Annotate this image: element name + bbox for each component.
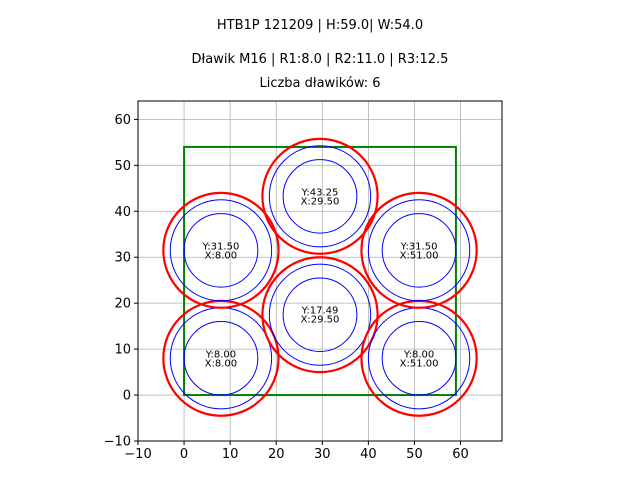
enclosure-box xyxy=(183,145,457,397)
gland-2-middle-circle xyxy=(268,263,372,366)
gland-5-label-y: Y:43.25 xyxy=(301,187,339,198)
title-line-2: Dławik M16 | R1:8.0 | R2:11.0 | R3:12.5 xyxy=(191,52,449,67)
gland-4-label-x: X:8.00 xyxy=(205,250,238,261)
gland-6-inner-circle xyxy=(381,213,457,288)
gland-3-inner-circle xyxy=(381,321,457,396)
y-tick-label: 50 xyxy=(114,159,131,174)
y-tick-label: 10 xyxy=(114,343,131,358)
gland-1-label-x: X:8.00 xyxy=(205,358,238,369)
y-tick-label: 60 xyxy=(114,113,131,128)
gland-6-label-y: Y:31.50 xyxy=(400,241,438,252)
gland-6-outer-circle xyxy=(360,191,478,309)
gland-4-outer-circle xyxy=(162,191,280,309)
x-tick-label: 50 xyxy=(406,447,423,462)
x-tick-label: 0 xyxy=(180,447,188,462)
title-line-1: HTB1P 121209 | H:59.0| W:54.0 xyxy=(216,18,424,33)
gland-5-outer-circle xyxy=(261,137,379,255)
x-tick-label: 30 xyxy=(314,447,331,462)
gland-3-label-y: Y:8.00 xyxy=(403,349,434,360)
gland-4-middle-circle xyxy=(169,199,273,302)
gland-3-label-x: X:51.00 xyxy=(400,358,439,369)
y-tick-label: −10 xyxy=(104,435,131,450)
x-tick-label: 20 xyxy=(268,447,285,462)
gland-4-label-y: Y:31.50 xyxy=(202,241,240,252)
x-tick-label: 60 xyxy=(452,447,469,462)
title-line-3: Liczba dławików: 6 xyxy=(259,76,381,91)
gland-4-inner-circle xyxy=(183,213,259,288)
gland-2-outer-circle xyxy=(261,256,379,374)
gland-2-inner-circle xyxy=(282,277,358,352)
y-tick-label: 0 xyxy=(123,389,131,404)
x-tick-label: −10 xyxy=(124,447,151,462)
axes-frame xyxy=(137,100,503,442)
y-tick-label: 30 xyxy=(114,251,131,266)
gland-5-label-x: X:29.50 xyxy=(301,196,340,207)
x-tick-label: 10 xyxy=(222,447,239,462)
gland-2-label-y: Y:17.49 xyxy=(301,306,339,317)
gland-1-inner-circle xyxy=(183,321,259,396)
gland-5-middle-circle xyxy=(268,145,372,248)
gland-2-label-x: X:29.50 xyxy=(301,315,340,326)
gland-6-label-x: X:51.00 xyxy=(400,250,439,261)
gland-1-label-y: Y:8.00 xyxy=(205,349,236,360)
gland-6-middle-circle xyxy=(367,199,471,302)
x-tick-label: 40 xyxy=(360,447,377,462)
gland-5-inner-circle xyxy=(282,159,358,234)
y-tick-label: 40 xyxy=(114,205,131,220)
y-tick-label: 20 xyxy=(114,297,131,312)
